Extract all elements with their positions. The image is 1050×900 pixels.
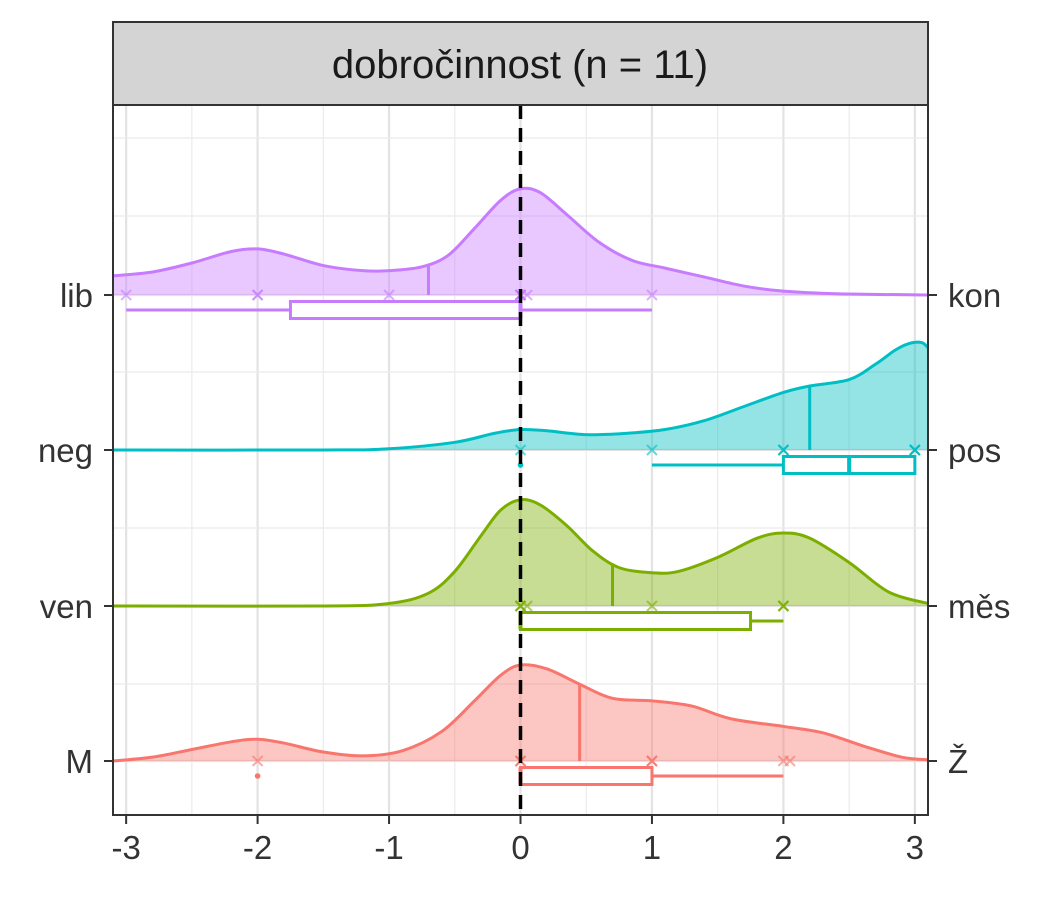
density-area [113, 188, 928, 295]
data-point [909, 444, 921, 456]
data-point [777, 600, 790, 612]
outlier-point [254, 773, 261, 779]
x-tick-label: 1 [643, 829, 661, 866]
y-tick-label-left: ven [40, 588, 93, 625]
y-tick-label-left: M [66, 743, 94, 780]
data-point [251, 289, 264, 301]
data-point [646, 444, 658, 456]
density-line [112, 186, 929, 297]
x-tick-label: 3 [906, 829, 924, 866]
y-tick-label-right: kon [948, 277, 1001, 314]
data-point [120, 289, 132, 301]
facet-strip [112, 21, 929, 106]
x-tick-label: -3 [111, 829, 140, 866]
density-area [113, 342, 928, 451]
data-point [646, 289, 658, 301]
ridge-lib [112, 186, 929, 320]
y-tick-label-right: Ž [948, 743, 968, 780]
y-tick-label-right: pos [948, 432, 1001, 469]
data-point [521, 600, 533, 612]
y-tick-label-left: neg [38, 432, 93, 469]
axes-layer: -3 -2 -1 0 1 2 3 lib kon neg pos ven měs M Ž [38, 277, 1010, 866]
density-line [112, 340, 930, 452]
density-line [112, 663, 929, 763]
data-point [777, 444, 790, 456]
data-point [521, 289, 533, 301]
data-point [784, 755, 796, 767]
density-line [112, 498, 929, 608]
x-tick-label: 0 [511, 829, 529, 866]
data-point [646, 600, 658, 612]
data-point [646, 755, 658, 767]
y-tick-label-left: lib [60, 277, 93, 314]
box [288, 300, 523, 320]
x-tick-label: -2 [243, 829, 272, 866]
y-tick-label-right: měs [948, 588, 1010, 625]
box [519, 611, 753, 631]
x-tick-label: -1 [374, 829, 403, 866]
ridge-neg [112, 340, 930, 475]
x-tick-label: 2 [774, 829, 792, 866]
facet-strip-title: dobročinnost (n = 11) [332, 43, 708, 87]
data-point [383, 289, 395, 301]
box [519, 766, 654, 786]
data-point [251, 755, 264, 767]
